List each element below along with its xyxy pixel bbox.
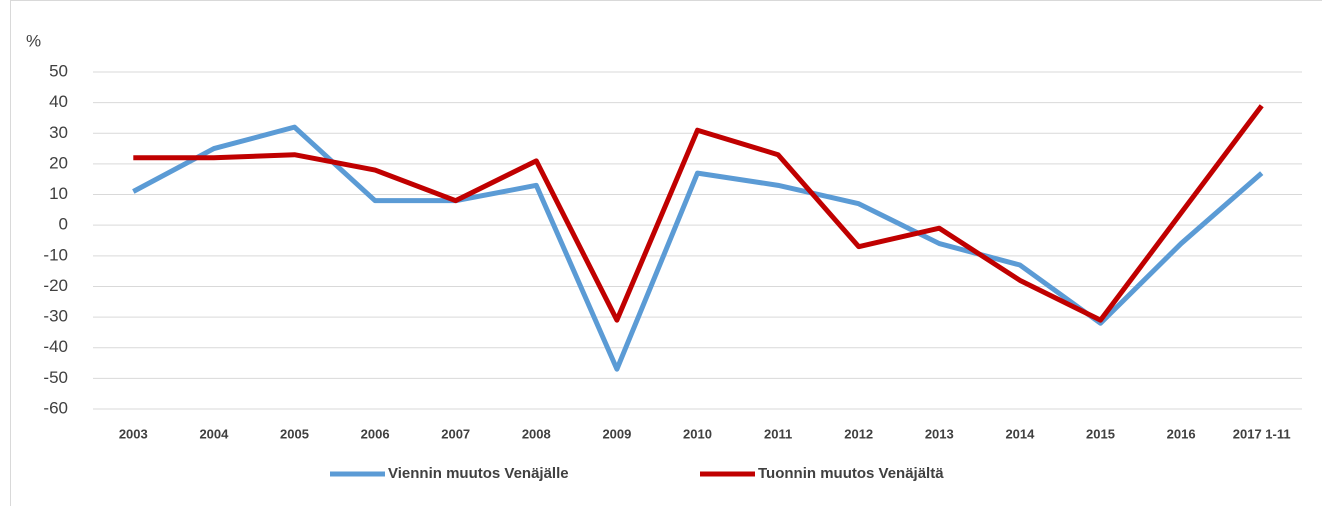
y-tick-label: -50 xyxy=(43,368,68,387)
y-tick-label: -40 xyxy=(43,337,68,356)
x-tick-label: 2005 xyxy=(280,426,309,441)
series-line xyxy=(132,124,1264,372)
y-tick-label: 0 xyxy=(59,215,68,234)
y-tick-label: -10 xyxy=(43,245,68,264)
x-tick-label: 2003 xyxy=(119,426,148,441)
legend-label: Tuonnin muutos Venäjältä xyxy=(758,465,944,482)
y-tick-label: 50 xyxy=(49,61,68,80)
x-tick-label: 2006 xyxy=(361,426,390,441)
x-tick-label: 2010 xyxy=(683,426,712,441)
y-tick-label: 30 xyxy=(49,123,68,142)
x-tick-label: 2012 xyxy=(844,426,873,441)
x-tick-label: 2015 xyxy=(1086,426,1115,441)
y-tick-label: 40 xyxy=(49,92,68,111)
x-tick-label: 2013 xyxy=(925,426,954,441)
chart-border xyxy=(10,0,1322,506)
x-tick-label: 2016 xyxy=(1167,426,1196,441)
x-tick-label: 2007 xyxy=(441,426,470,441)
y-tick-label: -60 xyxy=(43,398,68,417)
x-tick-label: 2008 xyxy=(522,426,551,441)
x-tick-label: 2017 1-11 xyxy=(1233,426,1291,441)
y-tick-label: 20 xyxy=(49,153,68,172)
y-tick-label: -20 xyxy=(43,276,68,295)
y-tick-label: 10 xyxy=(49,184,68,203)
x-tick-label: 2014 xyxy=(1005,426,1035,441)
y-tick-label: -30 xyxy=(43,307,68,326)
legend-label: Viennin muutos Venäjälle xyxy=(388,465,569,482)
y-unit-label: % xyxy=(26,31,41,50)
x-tick-label: 2011 xyxy=(764,426,792,441)
x-tick-label: 2004 xyxy=(199,426,229,441)
series-line xyxy=(133,104,1264,323)
x-tick-label: 2009 xyxy=(602,426,631,441)
